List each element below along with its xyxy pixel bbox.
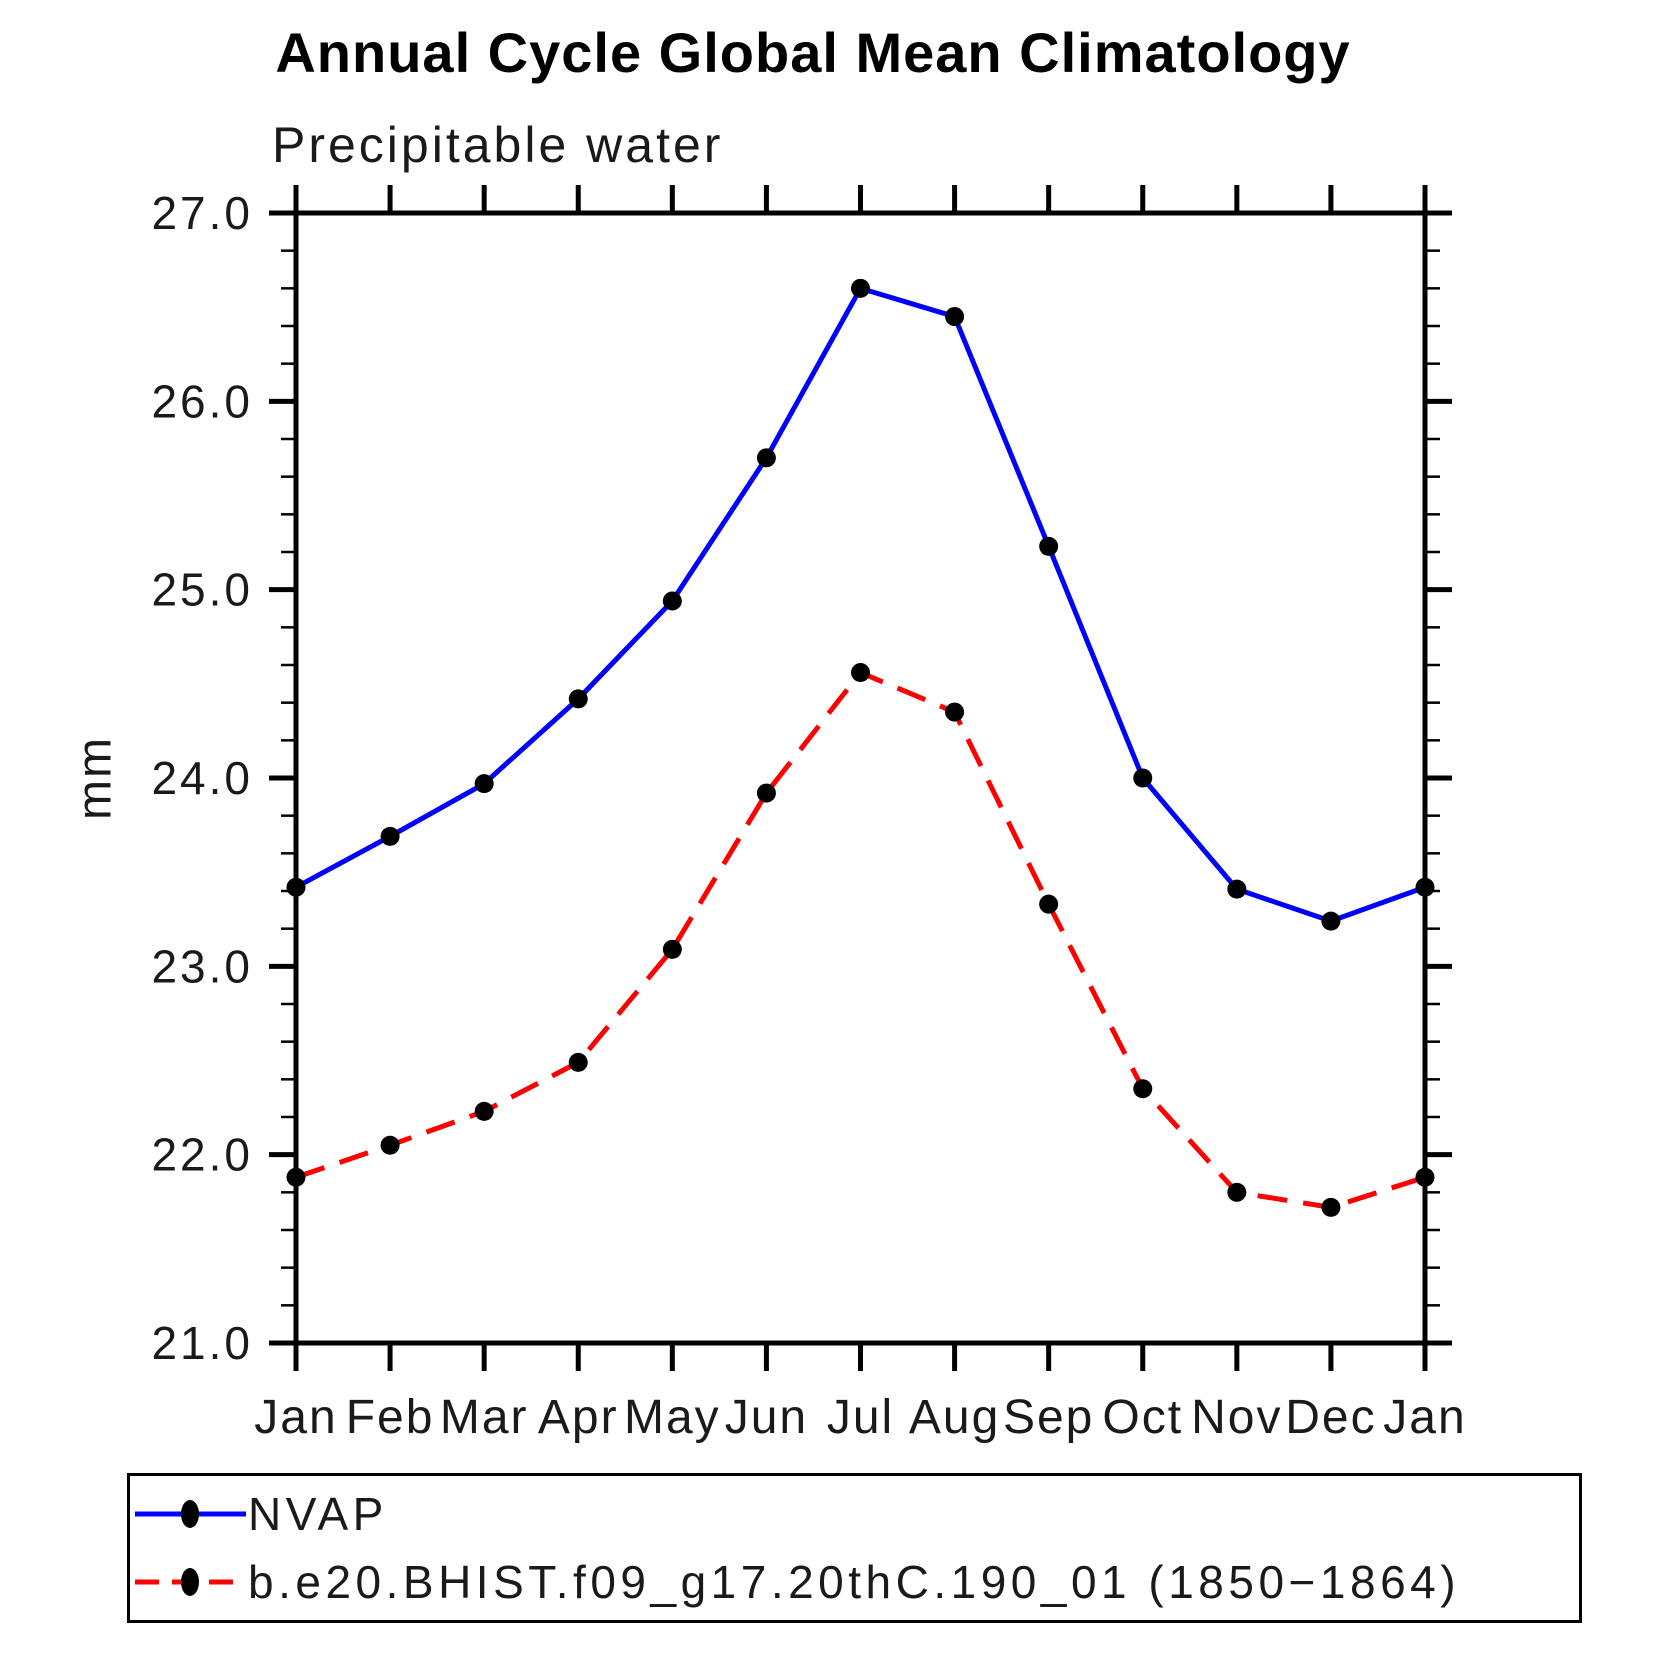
data-point-series-0 [380,826,400,846]
series-line-1 [295,669,1426,1210]
x-axis-tick-label: May [624,1391,721,1444]
x-axis-tick-label: Jul [827,1391,894,1444]
series-line-0 [294,285,1426,924]
data-point-series-1 [474,1101,494,1121]
x-axis-tick-label: Sep [1003,1391,1094,1444]
y-axis-tick-label: 27.0 [151,187,253,239]
data-point-series-0 [945,307,965,327]
data-point-series-0 [851,278,870,298]
data-point-series-1 [756,783,776,803]
data-point-series-1 [662,939,682,959]
x-axis-tick-label: Dec [1285,1391,1376,1444]
x-axis-tick-label: Aug [909,1391,1000,1444]
data-point-series-0 [474,774,494,794]
y-axis-tick-label: 23.0 [151,940,253,992]
y-axis-tick-label: 22.0 [151,1129,253,1181]
data-point-series-0 [756,448,776,468]
data-point-series-0 [1227,879,1247,899]
x-axis-tick-label: Jun [725,1391,808,1444]
data-point-series-0 [662,591,682,611]
y-axis-tick-label: 21.0 [151,1317,253,1369]
plot-frame [293,210,1428,1346]
data-point-series-1 [1227,1182,1247,1202]
data-point-series-0 [1415,877,1435,897]
data-point-series-1 [1133,1079,1153,1099]
x-axis-tick-label: Oct [1102,1391,1183,1444]
chart-title: Annual Cycle Global Mean Climatology [275,21,1351,84]
legend-line-marker-icon [135,1500,246,1528]
x-axis-tick-label: Apr [538,1391,619,1444]
data-point-series-1 [1039,894,1059,914]
data-point-series-1 [380,1135,400,1155]
data-point-series-0 [1321,911,1341,931]
legend-line-marker-icon [135,1568,246,1596]
legend-item-model: b.e20.BHIST.f09_g17.20thC.190_01 (1850−1… [133,1556,1460,1608]
y-axis-tick-label: 26.0 [151,375,253,427]
y-axis-tick-label: 25.0 [151,564,253,616]
x-axis-tick-label: Nov [1191,1391,1282,1444]
data-point-series-0 [1039,536,1059,556]
data-point-series-0 [286,877,306,897]
data-point-series-0 [1133,768,1153,788]
y-axis-tick-label: 24.0 [151,752,253,804]
data-point-series-0 [568,689,588,709]
data-point-series-1 [286,1167,306,1187]
legend-label-model: b.e20.BHIST.f09_g17.20thC.190_01 (1850−1… [248,1556,1461,1608]
x-axis-tick-label: Feb [346,1391,435,1444]
data-point-series-1 [851,663,870,683]
legend: NVAP b.e20.BHIST.f09_g17.20thC.190_01 (1… [127,1473,1582,1623]
data-point-series-1 [1321,1197,1341,1217]
legend-dot [181,1500,199,1528]
data-point-series-1 [1415,1167,1435,1187]
legend-label-nvap: NVAP [248,1488,388,1540]
legend-dot [181,1568,199,1596]
data-point-series-1 [568,1052,588,1072]
data-point-series-1 [945,702,965,722]
x-axis-tick-label: Jan [1383,1391,1466,1444]
chart-subtitle: Precipitable water [272,117,724,173]
x-axis-tick-label: Mar [440,1391,529,1444]
legend-item-nvap: NVAP [133,1488,388,1540]
x-axis-tick-label: Jan [254,1391,337,1444]
